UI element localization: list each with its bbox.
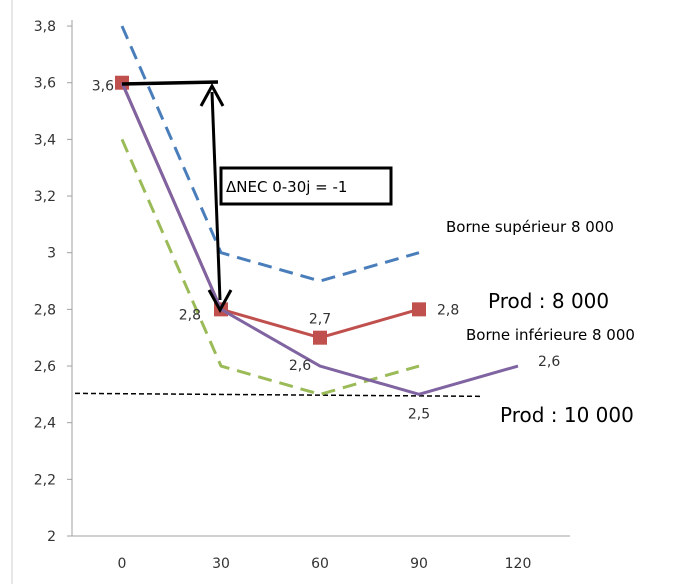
y-tick-label: 2,6 xyxy=(34,359,56,375)
annotation-layer: ΔNEC 0-30j = -1 Borne supérieur 8 000 Prod… xyxy=(121,80,635,427)
reference-line-prod-10000 xyxy=(74,392,483,398)
labels-layer: 3,6 2,8 2,7 2,8 2,6 2,5 2,6 xyxy=(92,79,561,423)
data-label: 2,8 xyxy=(437,302,459,318)
delta-bracket-horizontal xyxy=(121,80,219,86)
y-tick-label: 2 xyxy=(47,529,56,545)
delta-arrow-vertical xyxy=(210,91,222,301)
y-tick-label: 3 xyxy=(47,246,56,262)
series-line-0 xyxy=(120,25,420,283)
x-tick-label: 0 xyxy=(118,556,127,572)
delta-annotation-text: ΔNEC 0-30j = -1 xyxy=(226,178,347,196)
x-tick-label: 30 xyxy=(212,556,230,572)
x-tick-label: 90 xyxy=(410,556,428,572)
label-prod-10000: Prod : 10 000 xyxy=(500,403,634,427)
y-tick-label: 2,2 xyxy=(34,472,56,488)
series-line-3 xyxy=(120,82,519,396)
data-label: 2,6 xyxy=(538,354,560,370)
delta-annotation-box xyxy=(219,166,393,206)
delta-arrow-head-bottom xyxy=(207,289,233,314)
data-label: 2,7 xyxy=(309,312,331,328)
label-upper-bound: Borne supérieur 8 000 xyxy=(446,218,614,236)
axes: 2 2,2 2,4 2,6 2,8 3 3,2 3,4 3,6 3,8 0 30 60 90 120 xyxy=(11,0,570,584)
y-tick-label: 3,8 xyxy=(34,19,56,35)
label-lower-bound: Borne inférieure 8 000 xyxy=(466,326,635,344)
data-label: 2,5 xyxy=(408,406,430,422)
series-marker xyxy=(412,302,426,317)
data-label: 3,6 xyxy=(92,79,114,95)
x-tick-label: 120 xyxy=(505,556,532,572)
delta-arrow-head-top xyxy=(199,82,225,107)
data-label: 2,6 xyxy=(289,358,311,374)
series-marker xyxy=(313,330,327,345)
y-tick-label: 3,4 xyxy=(34,132,56,148)
series-line-1 xyxy=(120,82,420,340)
series-layer xyxy=(74,25,519,398)
y-tick-label: 3,2 xyxy=(34,189,56,205)
y-tick-label: 3,6 xyxy=(34,76,56,92)
data-label: 2,8 xyxy=(179,307,201,323)
y-tick-label: 2,4 xyxy=(34,416,56,432)
x-tick-label: 60 xyxy=(311,556,329,572)
label-prod-8000: Prod : 8 000 xyxy=(488,289,609,313)
y-tick-label: 2,8 xyxy=(34,302,56,318)
